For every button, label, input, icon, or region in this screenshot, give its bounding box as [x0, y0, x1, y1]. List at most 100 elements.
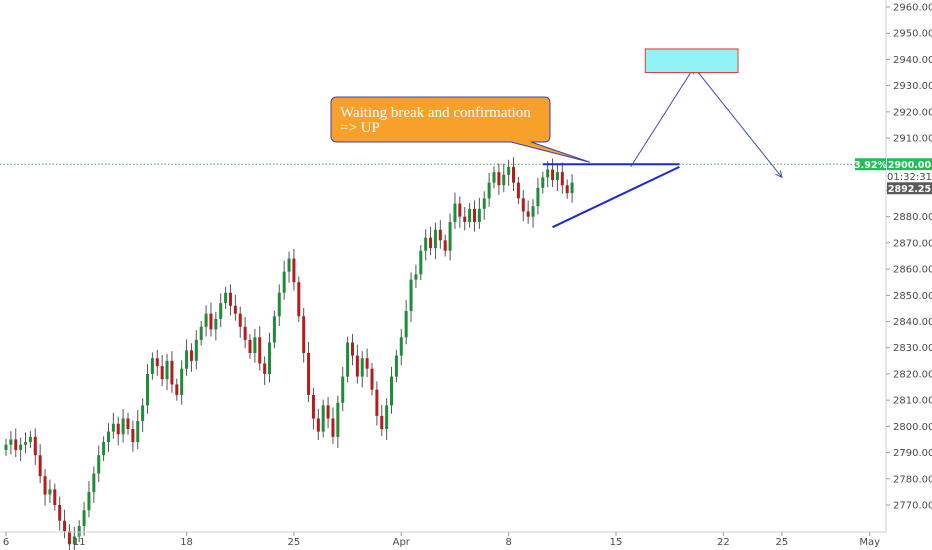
- candle-body: [507, 166, 511, 175]
- candle: [326, 397, 330, 429]
- candle-body: [385, 405, 389, 429]
- candle: [516, 176, 520, 205]
- candle: [394, 349, 398, 383]
- price-tick-label: 2960.00: [893, 3, 932, 14]
- candle: [146, 364, 150, 414]
- price-tick-label: 2800.00: [893, 422, 932, 433]
- time-axis[interactable]: 6 11 18 25 Apr 8 15 22 25 May: [0, 531, 886, 548]
- candle-body: [521, 198, 525, 212]
- time-tick-label: 25: [288, 537, 301, 548]
- candle: [399, 328, 403, 366]
- candle-body: [360, 358, 364, 377]
- candle-body: [516, 182, 520, 199]
- price-tick-label: 2860.00: [893, 265, 932, 276]
- current-price-tag-box: [887, 182, 932, 195]
- price-axis[interactable]: 2770.00 2780.00 2790.00 2800.00 2810.00 2820.…: [885, 0, 932, 532]
- candle: [307, 341, 311, 402]
- candle: [502, 163, 506, 193]
- candle-body: [472, 208, 476, 222]
- candle: [72, 526, 76, 550]
- candle: [4, 438, 8, 456]
- candle-body: [82, 510, 86, 526]
- candle-body: [311, 394, 315, 419]
- candle: [160, 355, 164, 387]
- candle-body: [97, 455, 101, 474]
- candle-body: [346, 342, 350, 377]
- candle-body: [463, 216, 467, 222]
- countdown-tag-box: [887, 170, 932, 183]
- price-tick-label: 2820.00: [893, 369, 932, 380]
- candle: [106, 423, 110, 452]
- candle: [248, 334, 252, 359]
- current-price-tag-label: 2892.25: [888, 184, 931, 195]
- candle-body: [307, 352, 311, 395]
- candle-body: [136, 421, 140, 443]
- candle: [48, 479, 52, 503]
- candle-body: [502, 174, 506, 186]
- candle: [302, 307, 306, 363]
- candle: [131, 420, 135, 452]
- candle-body: [302, 316, 306, 353]
- candle: [209, 302, 213, 337]
- candle-body: [53, 489, 57, 505]
- projection-arrowhead-down: [775, 170, 783, 179]
- candle: [546, 161, 550, 188]
- candle: [487, 172, 491, 207]
- candle: [111, 412, 115, 439]
- price-tick-label: 2810.00: [893, 396, 932, 407]
- candle: [136, 410, 140, 450]
- callout-bubble: Waiting break and confirmation=> UP: [330, 96, 591, 163]
- candle: [316, 408, 320, 440]
- candle-body: [228, 292, 232, 306]
- candle: [282, 260, 286, 300]
- candle: [551, 158, 555, 188]
- candle-body: [297, 282, 301, 317]
- target-zone: [644, 48, 739, 74]
- candle: [87, 480, 91, 518]
- candle-body: [355, 355, 359, 377]
- candle-body: [565, 185, 569, 194]
- candle-body: [409, 279, 413, 312]
- candle-body: [287, 258, 291, 272]
- candle: [263, 356, 267, 385]
- candle-body: [477, 208, 481, 222]
- price-tag-box: [887, 158, 932, 171]
- candle-body: [316, 418, 320, 432]
- candle: [350, 334, 354, 366]
- candle: [458, 196, 462, 228]
- candle: [355, 344, 359, 384]
- price-tick-label: 2910.00: [893, 134, 932, 145]
- candle-body: [126, 418, 130, 429]
- candle: [77, 520, 81, 543]
- candle: [292, 248, 296, 291]
- candle-body: [292, 258, 296, 283]
- candle: [277, 284, 281, 326]
- candle: [63, 509, 67, 539]
- price-tag-label: 2900.00: [888, 160, 932, 171]
- candle: [477, 197, 481, 230]
- candle: [224, 286, 228, 309]
- candle: [58, 496, 62, 531]
- candle-body: [204, 313, 208, 327]
- candle: [14, 428, 18, 458]
- candle-body: [43, 476, 47, 495]
- candle-body: [189, 350, 193, 361]
- candle-body: [263, 363, 267, 374]
- candle: [116, 416, 120, 446]
- candlestick-series: [4, 157, 574, 550]
- candle-body: [394, 355, 398, 377]
- candle: [429, 226, 433, 256]
- candle: [507, 159, 511, 186]
- candle-body: [282, 271, 286, 293]
- candle: [228, 284, 232, 316]
- candle: [53, 483, 57, 511]
- candle-body: [165, 360, 169, 380]
- callout-shape: [330, 96, 591, 163]
- time-tick-label: May: [859, 537, 880, 548]
- price-tick-label: 2790.00: [893, 448, 932, 459]
- candle-body: [487, 182, 491, 199]
- candle-body: [48, 489, 52, 495]
- candle-body: [380, 415, 384, 429]
- candle-body: [185, 350, 189, 369]
- time-tick-label: Apr: [393, 537, 411, 548]
